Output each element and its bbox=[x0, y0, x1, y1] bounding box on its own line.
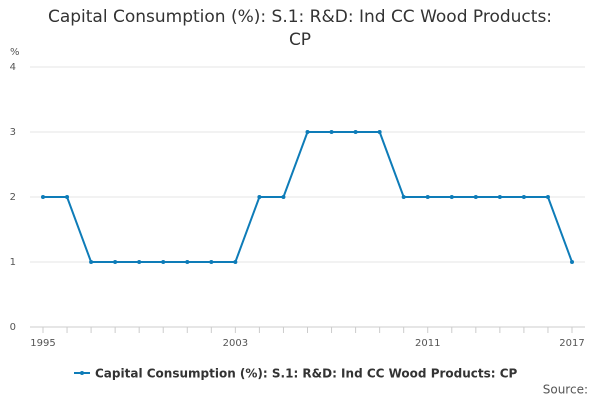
point bbox=[473, 195, 478, 199]
point bbox=[233, 260, 238, 264]
y-tick-label: 4 bbox=[10, 62, 16, 73]
point bbox=[545, 195, 550, 199]
point bbox=[305, 130, 310, 134]
y-unit: % bbox=[10, 47, 20, 58]
point bbox=[425, 195, 430, 199]
point bbox=[113, 260, 118, 264]
point bbox=[41, 195, 45, 199]
point bbox=[570, 260, 574, 264]
point bbox=[377, 130, 382, 134]
y-tick-label: 3 bbox=[10, 127, 16, 138]
point bbox=[137, 260, 142, 264]
point bbox=[449, 195, 454, 199]
x-tick-label: 2003 bbox=[223, 338, 248, 349]
chart-title: Capital Consumption (%): S.1: R&D: Ind C… bbox=[47, 7, 553, 50]
x-tick-label: 1995 bbox=[30, 338, 55, 349]
point bbox=[89, 260, 94, 264]
source: Source: bbox=[543, 383, 588, 397]
point bbox=[185, 260, 190, 264]
y-tick-label: 0 bbox=[10, 322, 16, 333]
y-tick-label: 1 bbox=[10, 257, 16, 268]
point bbox=[401, 195, 406, 199]
y-tick-label: 2 bbox=[10, 192, 16, 203]
point bbox=[497, 195, 502, 199]
point bbox=[329, 130, 334, 134]
legend-marker bbox=[80, 371, 84, 375]
point bbox=[353, 130, 358, 134]
legend-label: Capital Consumption (%): S.1: R&D: Ind C… bbox=[95, 367, 518, 381]
point bbox=[257, 195, 262, 199]
x-tick-label: 2017 bbox=[559, 338, 584, 349]
point bbox=[161, 260, 166, 264]
point bbox=[65, 195, 70, 199]
point bbox=[209, 260, 214, 264]
x-tick-label: 2011 bbox=[415, 338, 440, 349]
point bbox=[281, 195, 286, 199]
point bbox=[521, 195, 526, 199]
